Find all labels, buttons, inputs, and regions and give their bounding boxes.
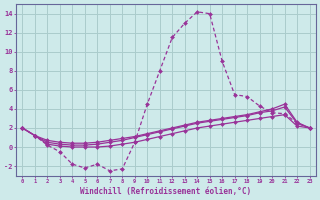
X-axis label: Windchill (Refroidissement éolien,°C): Windchill (Refroidissement éolien,°C) (80, 187, 252, 196)
